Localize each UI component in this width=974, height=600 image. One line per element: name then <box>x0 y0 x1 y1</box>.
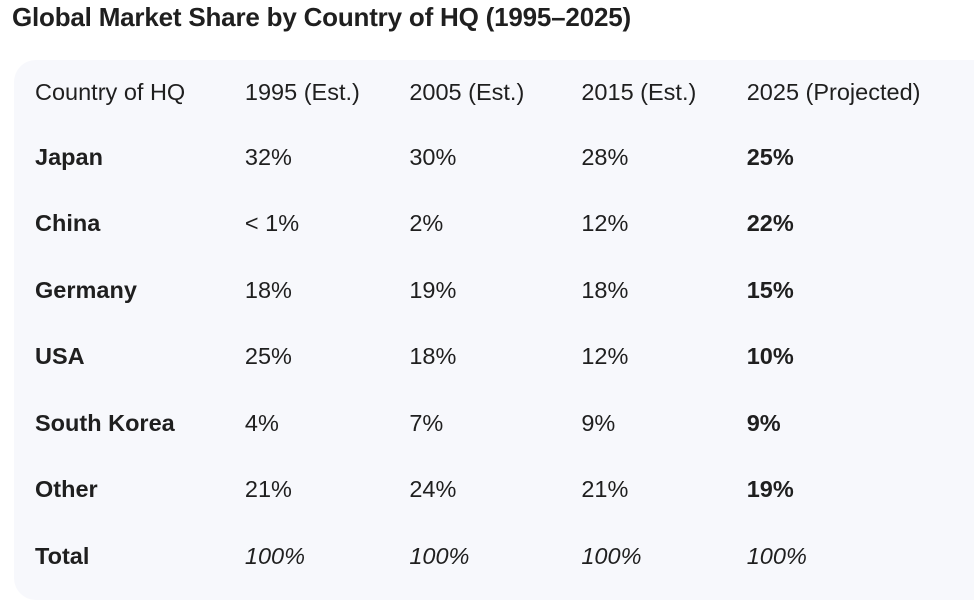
cell-1995: 4% <box>244 409 279 436</box>
cell-2015: 12% <box>581 210 629 237</box>
cell-country: China <box>35 210 101 237</box>
cell-2005: 7% <box>409 409 444 436</box>
cell-2015: 100% <box>581 542 642 569</box>
cell-2015: 18% <box>581 276 629 303</box>
cell-1995: 32% <box>244 143 292 170</box>
table-row: South Korea 4% 7% 9% 9% <box>14 390 974 457</box>
cell-2015: 9% <box>581 409 616 436</box>
cell-country: South Korea <box>35 409 175 436</box>
cell-country: Japan <box>35 143 103 170</box>
cell-2005: 18% <box>409 343 457 370</box>
cell-2025: 9% <box>746 409 781 436</box>
cell-2005: 19% <box>409 276 457 303</box>
table-row: Japan 32% 30% 28% 25% <box>14 124 974 191</box>
table-row: China < 1% 2% 12% 22% <box>14 191 974 258</box>
page-title: Global Market Share by Country of HQ (19… <box>12 2 631 32</box>
cell-2005: 2% <box>409 210 444 237</box>
table-row: Other 21% 24% 21% 19% <box>14 457 974 524</box>
table-row: Germany 18% 19% 18% 15% <box>14 257 974 324</box>
cell-1995: < 1% <box>244 210 300 237</box>
cell-2025: 100% <box>746 542 807 569</box>
table-row: USA 25% 18% 12% 10% <box>14 324 974 391</box>
header-1995: 1995 (Est.) <box>244 78 360 105</box>
cell-2005: 100% <box>409 542 470 569</box>
header-2025: 2025 (Projected) <box>746 78 921 105</box>
cell-2025: 15% <box>746 276 794 303</box>
cell-1995: 18% <box>244 276 292 303</box>
cell-1995: 100% <box>244 542 306 569</box>
cell-2025: 25% <box>746 143 794 170</box>
cell-2015: 12% <box>581 343 629 370</box>
cell-2025: 10% <box>746 343 794 370</box>
cell-1995: 21% <box>244 476 292 503</box>
header-2005: 2005 (Est.) <box>409 78 525 105</box>
cell-country: USA <box>35 343 85 370</box>
cell-2015: 28% <box>581 143 629 170</box>
header-2015: 2015 (Est.) <box>581 78 697 105</box>
market-share-table: Country of HQ 1995 (Est.) 2005 (Est.) 20… <box>14 60 974 590</box>
cell-2015: 21% <box>581 476 629 503</box>
cell-2025: 22% <box>746 210 794 237</box>
table-header-row: Country of HQ 1995 (Est.) 2005 (Est.) 20… <box>14 60 974 124</box>
cell-country: Total <box>35 542 90 569</box>
table-card <box>14 60 974 600</box>
cell-country: Germany <box>35 276 137 303</box>
cell-2025: 19% <box>746 476 794 503</box>
cell-1995: 25% <box>244 343 292 370</box>
header-country: Country of HQ <box>35 78 186 105</box>
cell-2005: 30% <box>409 143 457 170</box>
cell-2005: 24% <box>409 476 457 503</box>
table-row-total: Total 100% 100% 100% 100% <box>14 523 974 590</box>
cell-country: Other <box>35 476 98 503</box>
